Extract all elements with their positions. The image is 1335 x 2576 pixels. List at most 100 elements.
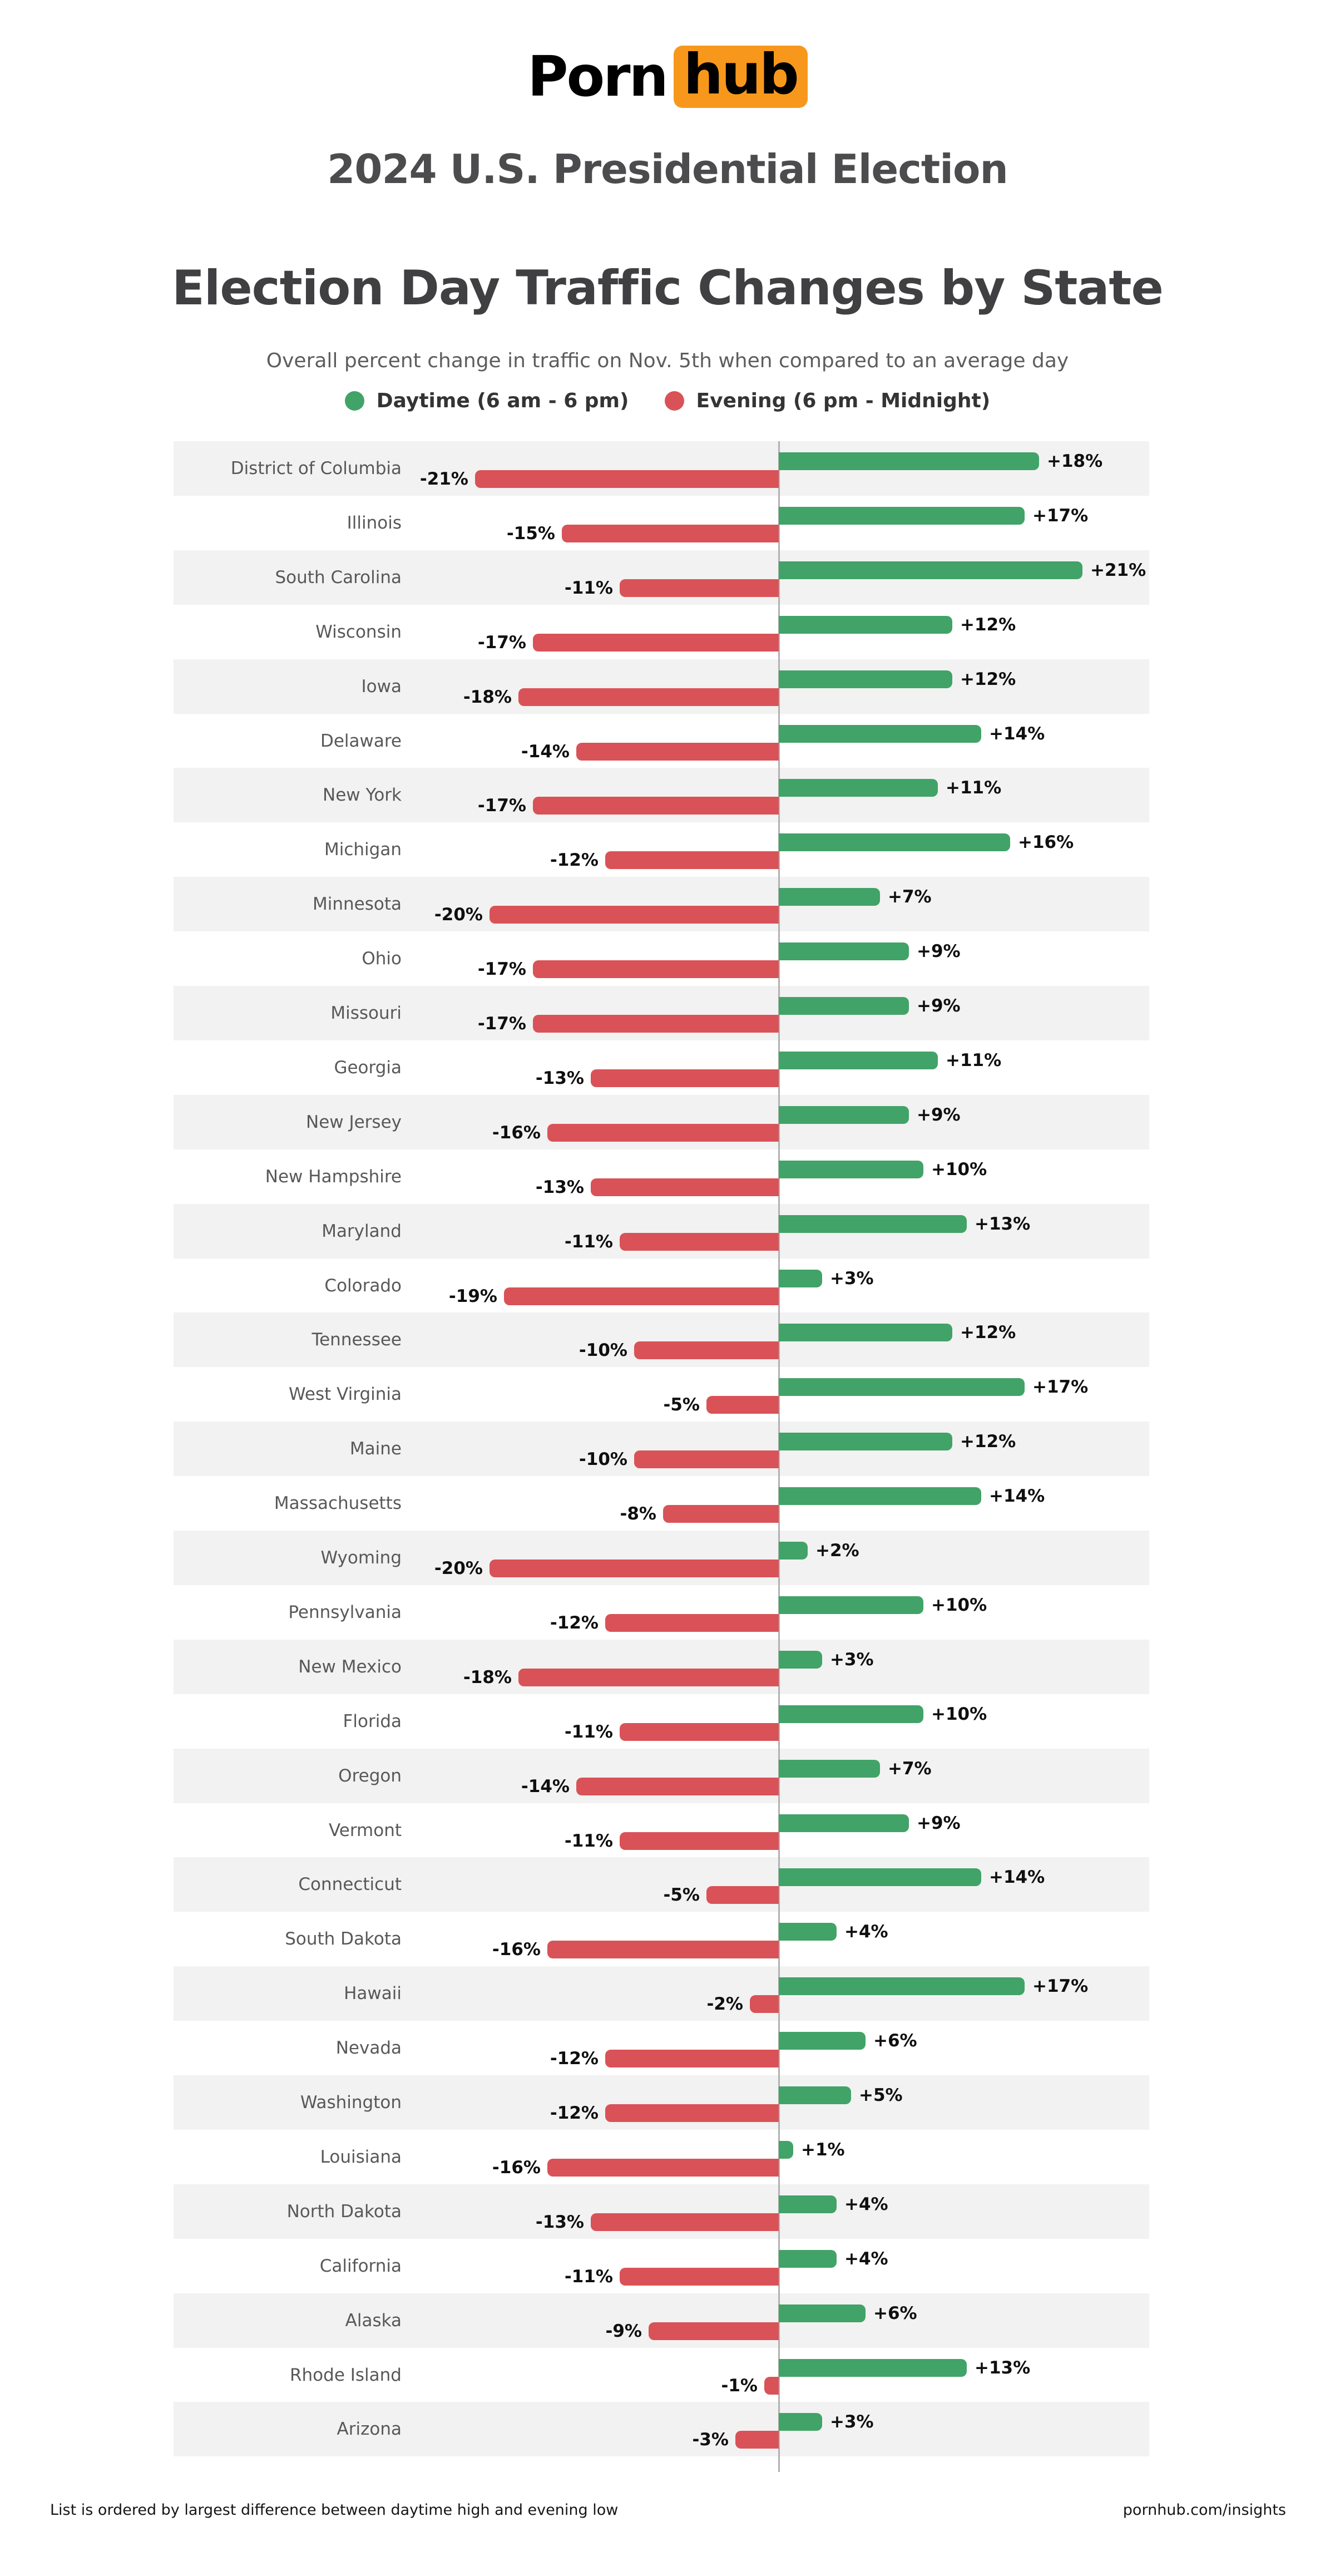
- state-label: New Hampshire: [265, 1166, 402, 1187]
- state-label: Iowa: [361, 676, 402, 697]
- chart-row: Washington +5% -12%: [174, 2075, 1149, 2130]
- evening-bar: [735, 2431, 779, 2449]
- page-title: Election Day Traffic Changes by State: [172, 260, 1164, 316]
- daytime-value-label: +16%: [1018, 832, 1074, 853]
- evening-value-label: -20%: [434, 905, 483, 925]
- evening-value-label: -10%: [578, 1340, 627, 1361]
- state-label: Alaska: [345, 2310, 402, 2331]
- chart-row: Rhode Island +13% -1%: [174, 2347, 1149, 2402]
- daytime-value-label: +7%: [888, 1758, 932, 1779]
- daytime-value-label: +9%: [917, 1104, 961, 1125]
- evening-value-label: -16%: [492, 2157, 541, 2178]
- daytime-bar: [779, 2195, 837, 2213]
- evening-legend-label: Evening (6 pm - Midnight): [696, 389, 991, 412]
- daytime-bar: [779, 1215, 967, 1233]
- daytime-bar: [779, 779, 938, 797]
- chart-row: Tennessee +12% -10%: [174, 1312, 1149, 1368]
- daytime-value-label: +3%: [830, 2412, 874, 2432]
- evening-bar: [649, 2322, 779, 2340]
- daytime-value-label: +9%: [917, 996, 961, 1016]
- daytime-value-label: +10%: [931, 1595, 987, 1615]
- chart-row: California +4% -11%: [174, 2238, 1149, 2293]
- daytime-value-label: +18%: [1047, 451, 1103, 471]
- chart-row: Arizona +3% -3%: [174, 2402, 1149, 2457]
- chart-row: Oregon +7% -14%: [174, 1748, 1149, 1803]
- chart-row: Vermont +9% -11%: [174, 1803, 1149, 1858]
- evening-value-label: -9%: [605, 2321, 642, 2341]
- state-label: Georgia: [334, 1057, 402, 1078]
- evening-value-label: -3%: [692, 2430, 729, 2450]
- daytime-bar: [779, 1542, 808, 1560]
- daytime-bar: [779, 942, 909, 961]
- daytime-value-label: +12%: [960, 1322, 1016, 1343]
- evening-value-label: -14%: [521, 1776, 570, 1797]
- evening-bar: [605, 2104, 779, 2122]
- daytime-bar: [779, 670, 952, 688]
- chart-row: Wyoming +2% -20%: [174, 1531, 1149, 1585]
- daytime-bar: [779, 1487, 981, 1506]
- state-label: Illinois: [347, 512, 402, 533]
- evening-bar: [663, 1505, 779, 1523]
- chart-row: Hawaii +17% -2%: [174, 1966, 1149, 2021]
- evening-bar: [562, 524, 779, 542]
- chart-row: New Jersey +9% -16%: [174, 1094, 1149, 1149]
- daytime-bar: [779, 1705, 923, 1723]
- daytime-bar: [779, 506, 1025, 525]
- evening-value-label: -11%: [564, 1830, 613, 1851]
- evening-value-label: -5%: [663, 1885, 700, 1906]
- daytime-value-label: +11%: [946, 1050, 1002, 1070]
- daytime-value-label: +10%: [931, 1159, 987, 1180]
- evening-legend-dot-icon: [664, 391, 684, 411]
- evening-value-label: -16%: [492, 1940, 541, 1960]
- daytime-value-label: +5%: [859, 2085, 903, 2105]
- evening-bar: [620, 1832, 779, 1850]
- daytime-bar: [779, 1923, 837, 1941]
- evening-value-label: -12%: [550, 850, 599, 871]
- state-label: Connecticut: [298, 1874, 402, 1895]
- state-label: South Dakota: [285, 1929, 402, 1950]
- chart-row: Minnesota +7% -20%: [174, 877, 1149, 932]
- state-label: Nevada: [335, 2038, 402, 2059]
- daytime-bar: [779, 888, 880, 906]
- pornhub-logo: Porn hub: [0, 46, 1335, 108]
- evening-bar: [533, 960, 779, 979]
- daytime-value-label: +14%: [989, 723, 1045, 744]
- state-label: District of Columbia: [230, 458, 402, 478]
- evening-value-label: -18%: [463, 687, 512, 707]
- zero-axis-line: [778, 441, 780, 2472]
- daytime-value-label: +9%: [917, 941, 961, 962]
- evening-value-label: -10%: [578, 1449, 627, 1470]
- subtitle: Overall percent change in traffic on Nov…: [266, 349, 1069, 372]
- evening-value-label: -20%: [434, 1558, 483, 1578]
- daytime-value-label: +6%: [873, 2303, 917, 2323]
- daytime-bar: [779, 724, 981, 743]
- logo-text-hub: hub: [683, 42, 799, 107]
- legend-item-evening: Evening (6 pm - Midnight): [664, 389, 991, 412]
- state-label: Ohio: [362, 949, 402, 969]
- chart-row: South Carolina +21% -11%: [174, 550, 1149, 605]
- chart-row: New Hampshire +10% -13%: [174, 1149, 1149, 1204]
- evening-bar: [591, 1178, 779, 1196]
- daytime-value-label: +17%: [1032, 1976, 1089, 1997]
- evening-bar: [533, 797, 779, 815]
- daytime-value-label: +4%: [844, 2194, 888, 2214]
- evening-bar: [576, 742, 779, 761]
- evening-value-label: -5%: [663, 1395, 700, 1415]
- evening-bar: [706, 1396, 779, 1414]
- legend-item-daytime: Daytime (6 am - 6 pm): [344, 389, 629, 412]
- daytime-bar: [779, 1759, 880, 1778]
- chart-row: Missouri +9% -17%: [174, 986, 1149, 1040]
- evening-bar: [490, 906, 779, 924]
- chart-row: New York +11% -17%: [174, 768, 1149, 823]
- daytime-bar: [779, 2086, 851, 2104]
- state-label: Vermont: [328, 1820, 402, 1840]
- evening-bar: [533, 633, 779, 652]
- daytime-value-label: +12%: [960, 669, 1016, 689]
- daytime-bar: [779, 2304, 866, 2322]
- evening-bar: [620, 579, 779, 597]
- daytime-legend-dot-icon: [344, 391, 364, 411]
- state-label: Colorado: [324, 1275, 402, 1296]
- evening-bar: [605, 851, 779, 870]
- evening-bar: [547, 2158, 779, 2177]
